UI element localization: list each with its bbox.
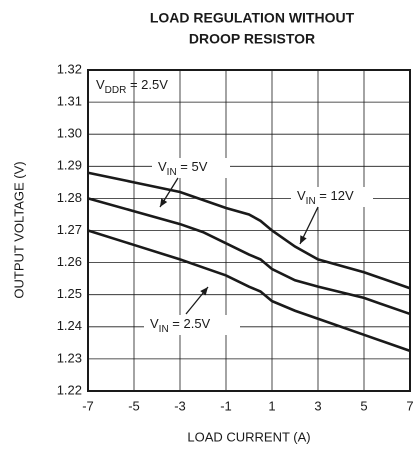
y-tick-label: 1.30 [57,126,82,141]
annotation-sub: IN [167,167,177,178]
annotation: VIN = 5V [158,159,208,177]
annotation-rest: = 2.5V [126,77,168,92]
annotation-bg [291,187,373,207]
annotation-main: V [150,316,159,331]
data-line [87,229,411,353]
annotation: VIN = 12V [297,188,354,206]
chart-title: DROOP RESISTOR [189,31,315,47]
x-tick-label: -5 [128,398,140,413]
annotation-sub: DDR [105,85,127,96]
x-tick-label: -7 [82,398,94,413]
annotation: VDDR = 2.5V [96,77,168,95]
y-axis-label: OUTPUT VOLTAGE (V) [11,161,26,298]
data-line [87,171,411,290]
y-tick-label: 1.23 [57,350,82,365]
data-line [87,197,411,316]
annotation-rest: = 2.5V [169,316,211,331]
x-tick-label: -3 [174,398,186,413]
annotation: VIN = 2.5V [150,316,211,334]
arrow-head [300,235,307,244]
annotation-bg [152,158,230,178]
y-tick-label: 1.31 [57,94,82,109]
arrow-head [160,198,168,207]
y-tick-label: 1.22 [57,382,82,397]
annotation-rest: = 5V [177,159,208,174]
y-tick-label: 1.28 [57,190,82,205]
annotation-rest: = 12V [316,188,354,203]
annotation-main: V [158,159,167,174]
y-tick-label: 1.24 [57,318,82,333]
x-axis-label: LOAD CURRENT (A) [187,429,310,444]
x-tick-label: 3 [314,398,321,413]
x-tick-label: 7 [406,398,413,413]
annotation-main: V [297,188,306,203]
annotation-sub: IN [159,324,169,335]
annotation-sub: IN [306,196,316,207]
annotation-bg [144,315,240,335]
x-tick-label: 5 [360,398,367,413]
x-tick-label: -1 [220,398,232,413]
y-tick-label: 1.32 [57,61,82,76]
y-tick-label: 1.27 [57,222,82,237]
arrow-head [200,287,208,296]
y-tick-label: 1.29 [57,158,82,173]
x-tick-label: 1 [268,398,275,413]
annotation-main: V [96,77,105,92]
y-tick-label: 1.25 [57,286,82,301]
y-tick-label: 1.26 [57,254,82,269]
chart-title: LOAD REGULATION WITHOUT [150,10,355,26]
